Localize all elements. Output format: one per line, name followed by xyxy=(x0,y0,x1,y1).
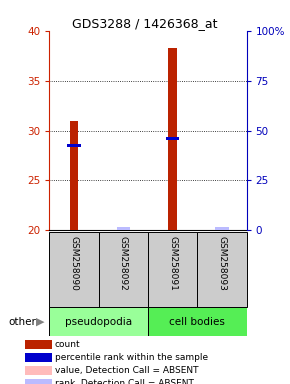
Text: percentile rank within the sample: percentile rank within the sample xyxy=(55,353,208,362)
Bar xyxy=(25,366,52,375)
Bar xyxy=(67,144,81,147)
Bar xyxy=(148,307,246,336)
Bar xyxy=(166,137,179,140)
Text: rank, Detection Call = ABSENT: rank, Detection Call = ABSENT xyxy=(55,379,193,384)
Bar xyxy=(148,232,197,307)
Text: GSM258092: GSM258092 xyxy=(119,236,128,291)
Bar xyxy=(49,232,99,307)
Bar xyxy=(25,379,52,384)
Bar xyxy=(25,340,52,349)
Bar xyxy=(197,232,246,307)
Text: value, Detection Call = ABSENT: value, Detection Call = ABSENT xyxy=(55,366,198,375)
Text: count: count xyxy=(55,340,80,349)
Text: cell bodies: cell bodies xyxy=(169,316,225,327)
Bar xyxy=(215,227,229,230)
Text: pseudopodia: pseudopodia xyxy=(65,316,132,327)
Bar xyxy=(25,353,52,362)
Bar xyxy=(99,232,148,307)
Text: other: other xyxy=(9,316,37,327)
Text: GSM258090: GSM258090 xyxy=(69,236,79,291)
Bar xyxy=(168,48,177,230)
Bar xyxy=(70,121,78,230)
Text: ▶: ▶ xyxy=(36,316,45,327)
Bar xyxy=(117,227,130,230)
Text: GSM258093: GSM258093 xyxy=(217,236,226,291)
Text: GDS3288 / 1426368_at: GDS3288 / 1426368_at xyxy=(72,17,218,30)
Bar xyxy=(49,307,148,336)
Text: GSM258091: GSM258091 xyxy=(168,236,177,291)
